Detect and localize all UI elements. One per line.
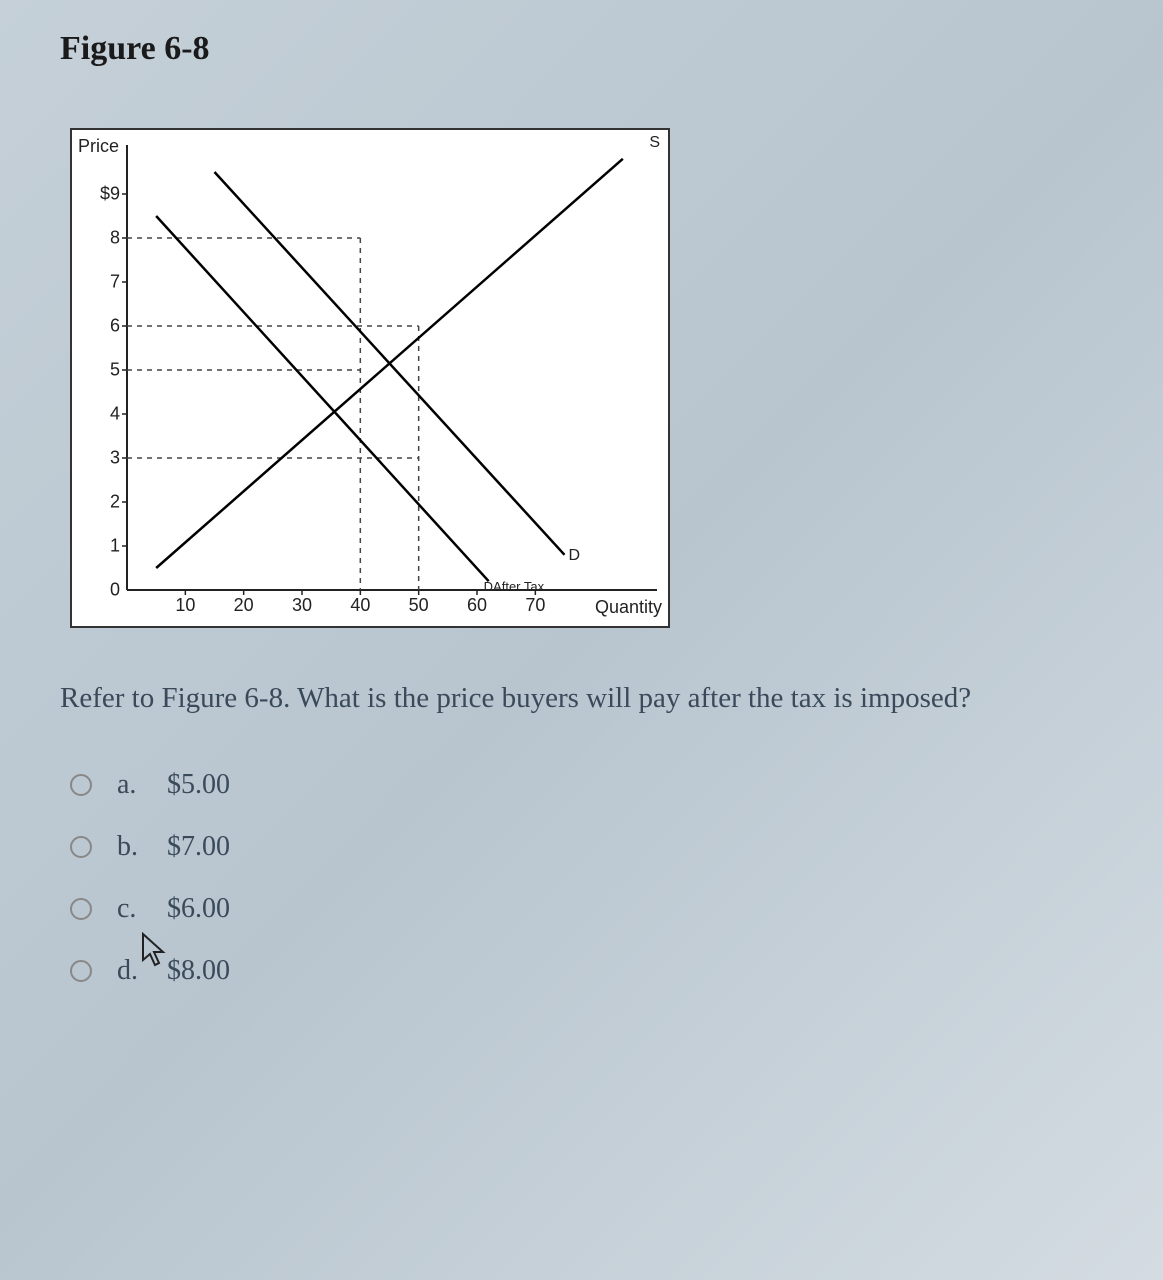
radio-button[interactable] xyxy=(70,898,92,920)
option-text: $6.00 xyxy=(167,893,230,925)
option-letter: a. xyxy=(117,769,167,801)
option-row[interactable]: a.$5.00 xyxy=(70,769,1143,801)
options-list: a.$5.00b.$7.00c.$6.00d.$8.00 xyxy=(70,769,1143,987)
option-letter: b. xyxy=(117,831,167,863)
option-text: $7.00 xyxy=(167,831,230,863)
chart-svg xyxy=(72,130,668,626)
option-letter: c. xyxy=(117,893,167,925)
option-row[interactable]: c.$6.00 xyxy=(70,893,1143,925)
cursor-icon xyxy=(140,932,170,977)
option-row[interactable]: b.$7.00 xyxy=(70,831,1143,863)
option-row[interactable]: d.$8.00 xyxy=(70,955,1143,987)
option-text: $8.00 xyxy=(167,955,230,987)
radio-button[interactable] xyxy=(70,960,92,982)
option-text: $5.00 xyxy=(167,769,230,801)
radio-button[interactable] xyxy=(70,836,92,858)
question-text: Refer to Figure 6-8. What is the price b… xyxy=(60,678,1143,719)
figure-title: Figure 6-8 xyxy=(60,30,1143,68)
radio-button[interactable] xyxy=(70,774,92,796)
chart-container: Price Quantity $9876543210 1020304050607… xyxy=(70,128,670,628)
